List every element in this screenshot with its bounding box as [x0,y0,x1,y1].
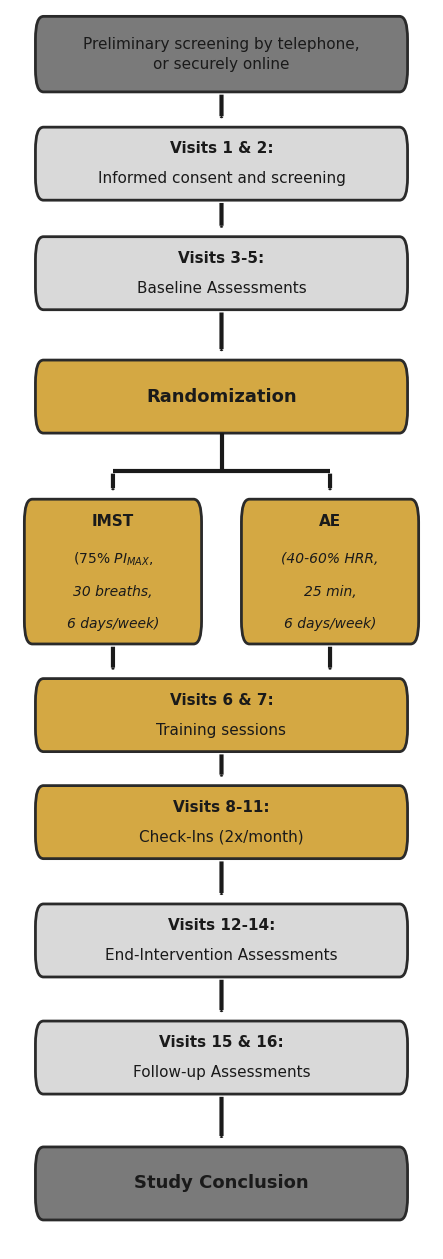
Text: (40-60% HRR,: (40-60% HRR, [281,551,379,567]
Text: $(75\%\ \mathit{PI}_{MAX},$: $(75\%\ \mathit{PI}_{MAX},$ [73,550,153,568]
Text: Study Conclusion: Study Conclusion [134,1175,309,1192]
Text: Informed consent and screening: Informed consent and screening [97,171,346,186]
FancyBboxPatch shape [35,1021,408,1094]
Text: Follow-up Assessments: Follow-up Assessments [133,1065,310,1080]
Text: Visits 15 & 16:: Visits 15 & 16: [159,1035,284,1050]
FancyBboxPatch shape [35,237,408,310]
Text: End-Intervention Assessments: End-Intervention Assessments [105,948,338,963]
FancyBboxPatch shape [241,499,419,643]
Text: 6 days/week): 6 days/week) [284,617,376,632]
FancyBboxPatch shape [35,127,408,200]
Text: Baseline Assessments: Baseline Assessments [136,281,307,296]
Text: Training sessions: Training sessions [156,723,287,738]
Text: Visits 1 & 2:: Visits 1 & 2: [170,141,273,156]
Text: Visits 6 & 7:: Visits 6 & 7: [170,692,273,708]
Text: Randomization: Randomization [146,388,297,405]
FancyBboxPatch shape [35,904,408,977]
Text: Preliminary screening by telephone,
or securely online: Preliminary screening by telephone, or s… [83,37,360,72]
FancyBboxPatch shape [35,16,408,92]
Text: 30 breaths,: 30 breaths, [73,584,153,599]
Text: Visits 8-11:: Visits 8-11: [173,799,270,815]
FancyBboxPatch shape [35,360,408,433]
Text: Visits 12-14:: Visits 12-14: [168,918,275,933]
Text: IMST: IMST [92,514,134,529]
FancyBboxPatch shape [35,679,408,752]
Text: Visits 3-5:: Visits 3-5: [179,251,264,266]
Text: AE: AE [319,514,341,529]
Text: Check-Ins (2x/month): Check-Ins (2x/month) [139,830,304,845]
FancyBboxPatch shape [35,1147,408,1220]
FancyBboxPatch shape [35,786,408,859]
FancyBboxPatch shape [24,499,202,643]
Text: 25 min,: 25 min, [304,584,356,599]
Text: 6 days/week): 6 days/week) [67,617,159,632]
